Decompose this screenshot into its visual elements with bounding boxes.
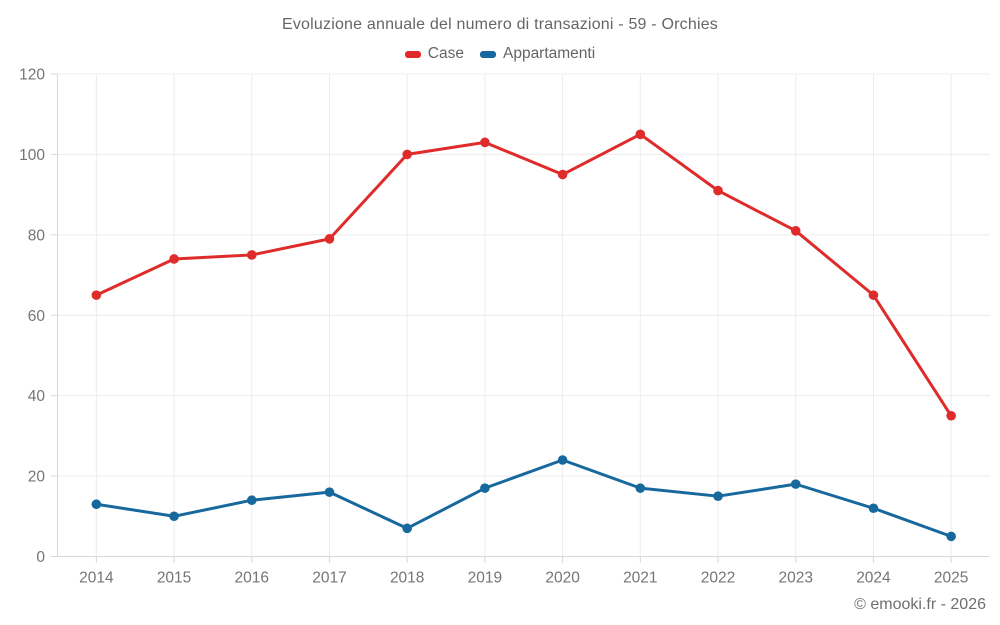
data-point-case-2025[interactable] xyxy=(946,410,956,421)
y-axis-tick-label: 40 xyxy=(28,388,46,405)
y-axis-tick-label: 100 xyxy=(19,147,45,164)
data-point-appartamenti-2024[interactable] xyxy=(868,503,879,514)
x-axis-tick-label: 2024 xyxy=(856,570,891,587)
data-point-appartamenti-2016[interactable] xyxy=(246,495,257,506)
data-point-case-2020[interactable] xyxy=(557,169,568,180)
data-point-case-2019[interactable] xyxy=(480,137,490,148)
chart-title: Evoluzione annuale del numero di transaz… xyxy=(281,16,719,33)
data-point-appartamenti-2018[interactable] xyxy=(402,523,412,534)
data-point-appartamenti-2025[interactable] xyxy=(946,531,956,542)
x-axis-tick-label: 2014 xyxy=(79,570,114,587)
data-point-case-2021[interactable] xyxy=(635,129,646,140)
y-axis-tick-label: 120 xyxy=(19,67,45,84)
x-axis-tick-label: 2023 xyxy=(778,570,812,587)
legend-item-case[interactable]: Case xyxy=(404,45,464,63)
data-point-case-2022[interactable] xyxy=(713,185,723,196)
x-axis-tick-label: 2015 xyxy=(157,570,191,587)
series-line-case xyxy=(94,132,953,418)
x-axis-tick-label: 2019 xyxy=(468,570,502,587)
data-point-case-2014[interactable] xyxy=(91,290,102,300)
x-axis-tick-label: 2016 xyxy=(235,570,269,587)
x-axis-tick-label: 2025 xyxy=(934,570,968,587)
y-axis-tick-label: 20 xyxy=(28,469,46,486)
x-axis-tick-label: 2021 xyxy=(623,570,657,587)
legend-swatch-case-icon xyxy=(404,50,421,58)
y-axis-tick-label: 60 xyxy=(28,308,46,325)
data-point-case-2015[interactable] xyxy=(169,254,179,264)
data-point-case-2018[interactable] xyxy=(402,149,412,160)
data-point-appartamenti-2020[interactable] xyxy=(557,455,568,465)
data-point-case-2017[interactable] xyxy=(324,234,335,244)
data-point-appartamenti-2017[interactable] xyxy=(324,487,335,497)
x-axis-tick-label: 2020 xyxy=(545,570,580,587)
data-point-appartamenti-2021[interactable] xyxy=(635,483,646,493)
legend-label-case: Case xyxy=(427,45,464,62)
y-axis-tick-label: 80 xyxy=(28,227,46,244)
legend: Case Appartamenti xyxy=(0,45,1000,63)
data-point-case-2016[interactable] xyxy=(246,250,257,260)
x-axis-tick-label: 2022 xyxy=(701,570,735,587)
data-point-appartamenti-2019[interactable] xyxy=(480,483,490,493)
legend-label-appartamenti: Appartamenti xyxy=(502,45,596,62)
data-point-appartamenti-2023[interactable] xyxy=(790,479,801,489)
y-axis-tick-label: 0 xyxy=(36,549,45,566)
x-axis-tick-label: 2018 xyxy=(390,570,424,587)
x-axis-tick-label: 2017 xyxy=(312,570,346,587)
data-point-case-2024[interactable] xyxy=(868,290,879,300)
data-point-appartamenti-2014[interactable] xyxy=(91,499,102,510)
series-line-appartamenti xyxy=(94,458,953,538)
data-point-case-2023[interactable] xyxy=(790,226,801,236)
copyright-credit: © emooki.fr - 2026 xyxy=(854,596,986,613)
data-point-appartamenti-2022[interactable] xyxy=(713,491,723,501)
legend-swatch-appartamenti-icon xyxy=(479,50,496,58)
data-point-appartamenti-2015[interactable] xyxy=(169,511,179,522)
legend-item-appartamenti[interactable]: Appartamenti xyxy=(479,45,596,63)
